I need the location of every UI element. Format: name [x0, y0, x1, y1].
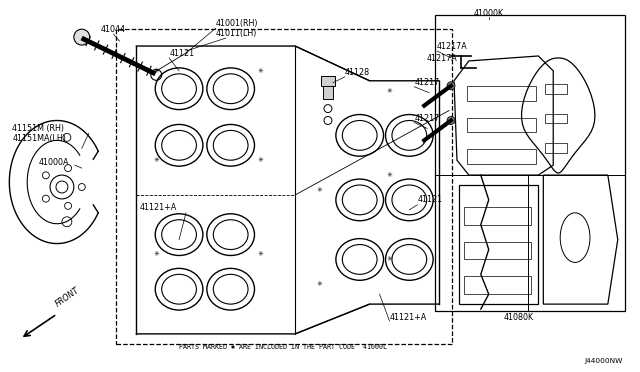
Text: ✳: ✳ — [317, 187, 323, 193]
Bar — [435, 15, 625, 311]
Text: 41044: 41044 — [101, 25, 126, 34]
Text: 41000A: 41000A — [39, 158, 69, 167]
Text: 41128: 41128 — [345, 68, 370, 77]
Text: ✳: ✳ — [257, 157, 264, 163]
Bar — [467, 86, 536, 101]
Text: ✳: ✳ — [387, 256, 392, 263]
Bar — [323, 81, 333, 99]
Text: ✳: ✳ — [154, 251, 159, 257]
Bar — [464, 276, 531, 294]
Text: ✳: ✳ — [257, 251, 264, 257]
Text: ✳: ✳ — [387, 88, 392, 94]
Bar — [545, 143, 567, 153]
Circle shape — [447, 82, 455, 90]
Text: 41151MA(LH): 41151MA(LH) — [12, 134, 66, 143]
Bar — [321, 76, 335, 86]
Text: ✳: ✳ — [154, 68, 159, 74]
Text: ✳: ✳ — [317, 281, 323, 287]
Circle shape — [74, 29, 90, 45]
Text: 41121: 41121 — [417, 195, 442, 204]
Text: 41001(RH): 41001(RH) — [216, 19, 259, 28]
Text: PARTS MARKED ✱ ARE INCLUDED IN THE PART CODE  41000L: PARTS MARKED ✱ ARE INCLUDED IN THE PART … — [179, 344, 387, 350]
Bar — [467, 118, 536, 132]
Text: 41121: 41121 — [169, 48, 195, 58]
Text: 41217: 41217 — [414, 78, 440, 87]
Text: 41121+A: 41121+A — [140, 203, 177, 212]
Text: 41000K: 41000K — [474, 9, 504, 18]
Text: ✳: ✳ — [154, 157, 159, 163]
Bar — [467, 149, 536, 164]
Text: ✳: ✳ — [387, 172, 392, 178]
Text: ✳: ✳ — [257, 68, 264, 74]
Bar — [464, 207, 531, 225]
Circle shape — [447, 116, 455, 125]
Bar — [545, 84, 567, 94]
Text: 41080K: 41080K — [504, 312, 534, 321]
Text: 41217A: 41217A — [437, 42, 468, 51]
Text: J44000NW: J44000NW — [584, 358, 623, 364]
Text: 41121+A: 41121+A — [390, 312, 427, 321]
Text: 41151M (RH): 41151M (RH) — [12, 124, 64, 133]
Text: 41217: 41217 — [414, 114, 440, 123]
Bar — [464, 241, 531, 259]
Text: 41011(LH): 41011(LH) — [216, 29, 257, 38]
Text: 41217A: 41217A — [426, 54, 457, 64]
Text: FRONT: FRONT — [54, 286, 81, 309]
Bar — [545, 113, 567, 124]
Bar — [116, 29, 452, 344]
